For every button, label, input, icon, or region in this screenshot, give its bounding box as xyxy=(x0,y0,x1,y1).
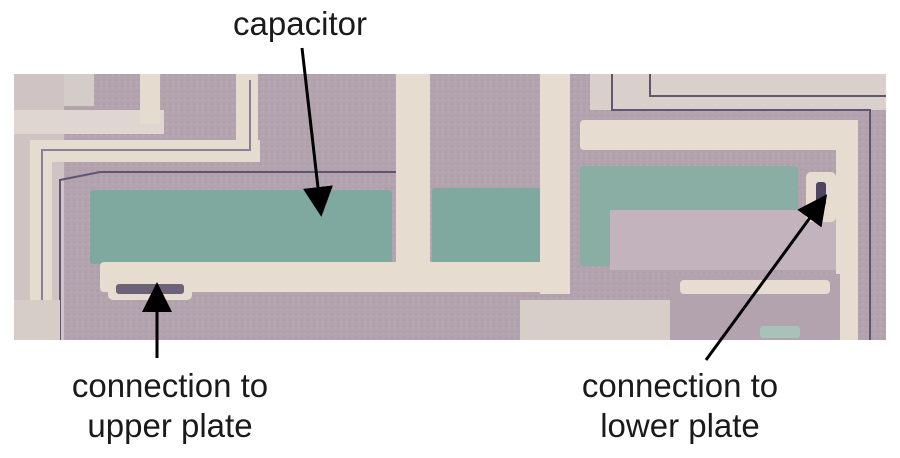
lower-plate-label: connection to lower plate xyxy=(540,366,820,446)
metal-region xyxy=(14,300,60,340)
capacitor-plate xyxy=(432,188,552,264)
metal-trace xyxy=(836,120,858,340)
trace-outline xyxy=(611,74,871,340)
metal-trace xyxy=(580,120,850,150)
upper-plate-via xyxy=(116,284,184,294)
upper-plate-label: connection to upper plate xyxy=(30,366,310,446)
metal-trace xyxy=(680,280,830,294)
metal-region xyxy=(14,110,164,134)
lower-plate-via xyxy=(816,182,826,206)
metal-bus xyxy=(396,74,430,274)
metal-region xyxy=(520,300,670,340)
metal-trace xyxy=(610,210,836,270)
capacitor-label-text: capacitor xyxy=(233,5,367,42)
trace-outline xyxy=(649,74,886,97)
metal-trace xyxy=(236,74,258,162)
upper-plate-label-line1: connection to xyxy=(71,367,269,404)
metal-bus xyxy=(540,74,570,294)
trace-outline xyxy=(41,80,251,340)
via xyxy=(760,326,800,338)
capacitor-plate xyxy=(90,190,392,264)
metal-trace xyxy=(140,74,160,124)
upper-plate-label-line2: upper plate xyxy=(87,407,253,444)
metal-bus xyxy=(100,262,560,292)
lower-plate-label-line2: lower plate xyxy=(600,407,760,444)
capacitor-plate xyxy=(580,166,798,210)
trace-outline xyxy=(59,171,400,340)
capacitor-label: capacitor xyxy=(200,4,400,44)
lower-plate-label-line1: connection to xyxy=(581,367,779,404)
metal-region xyxy=(590,74,886,110)
